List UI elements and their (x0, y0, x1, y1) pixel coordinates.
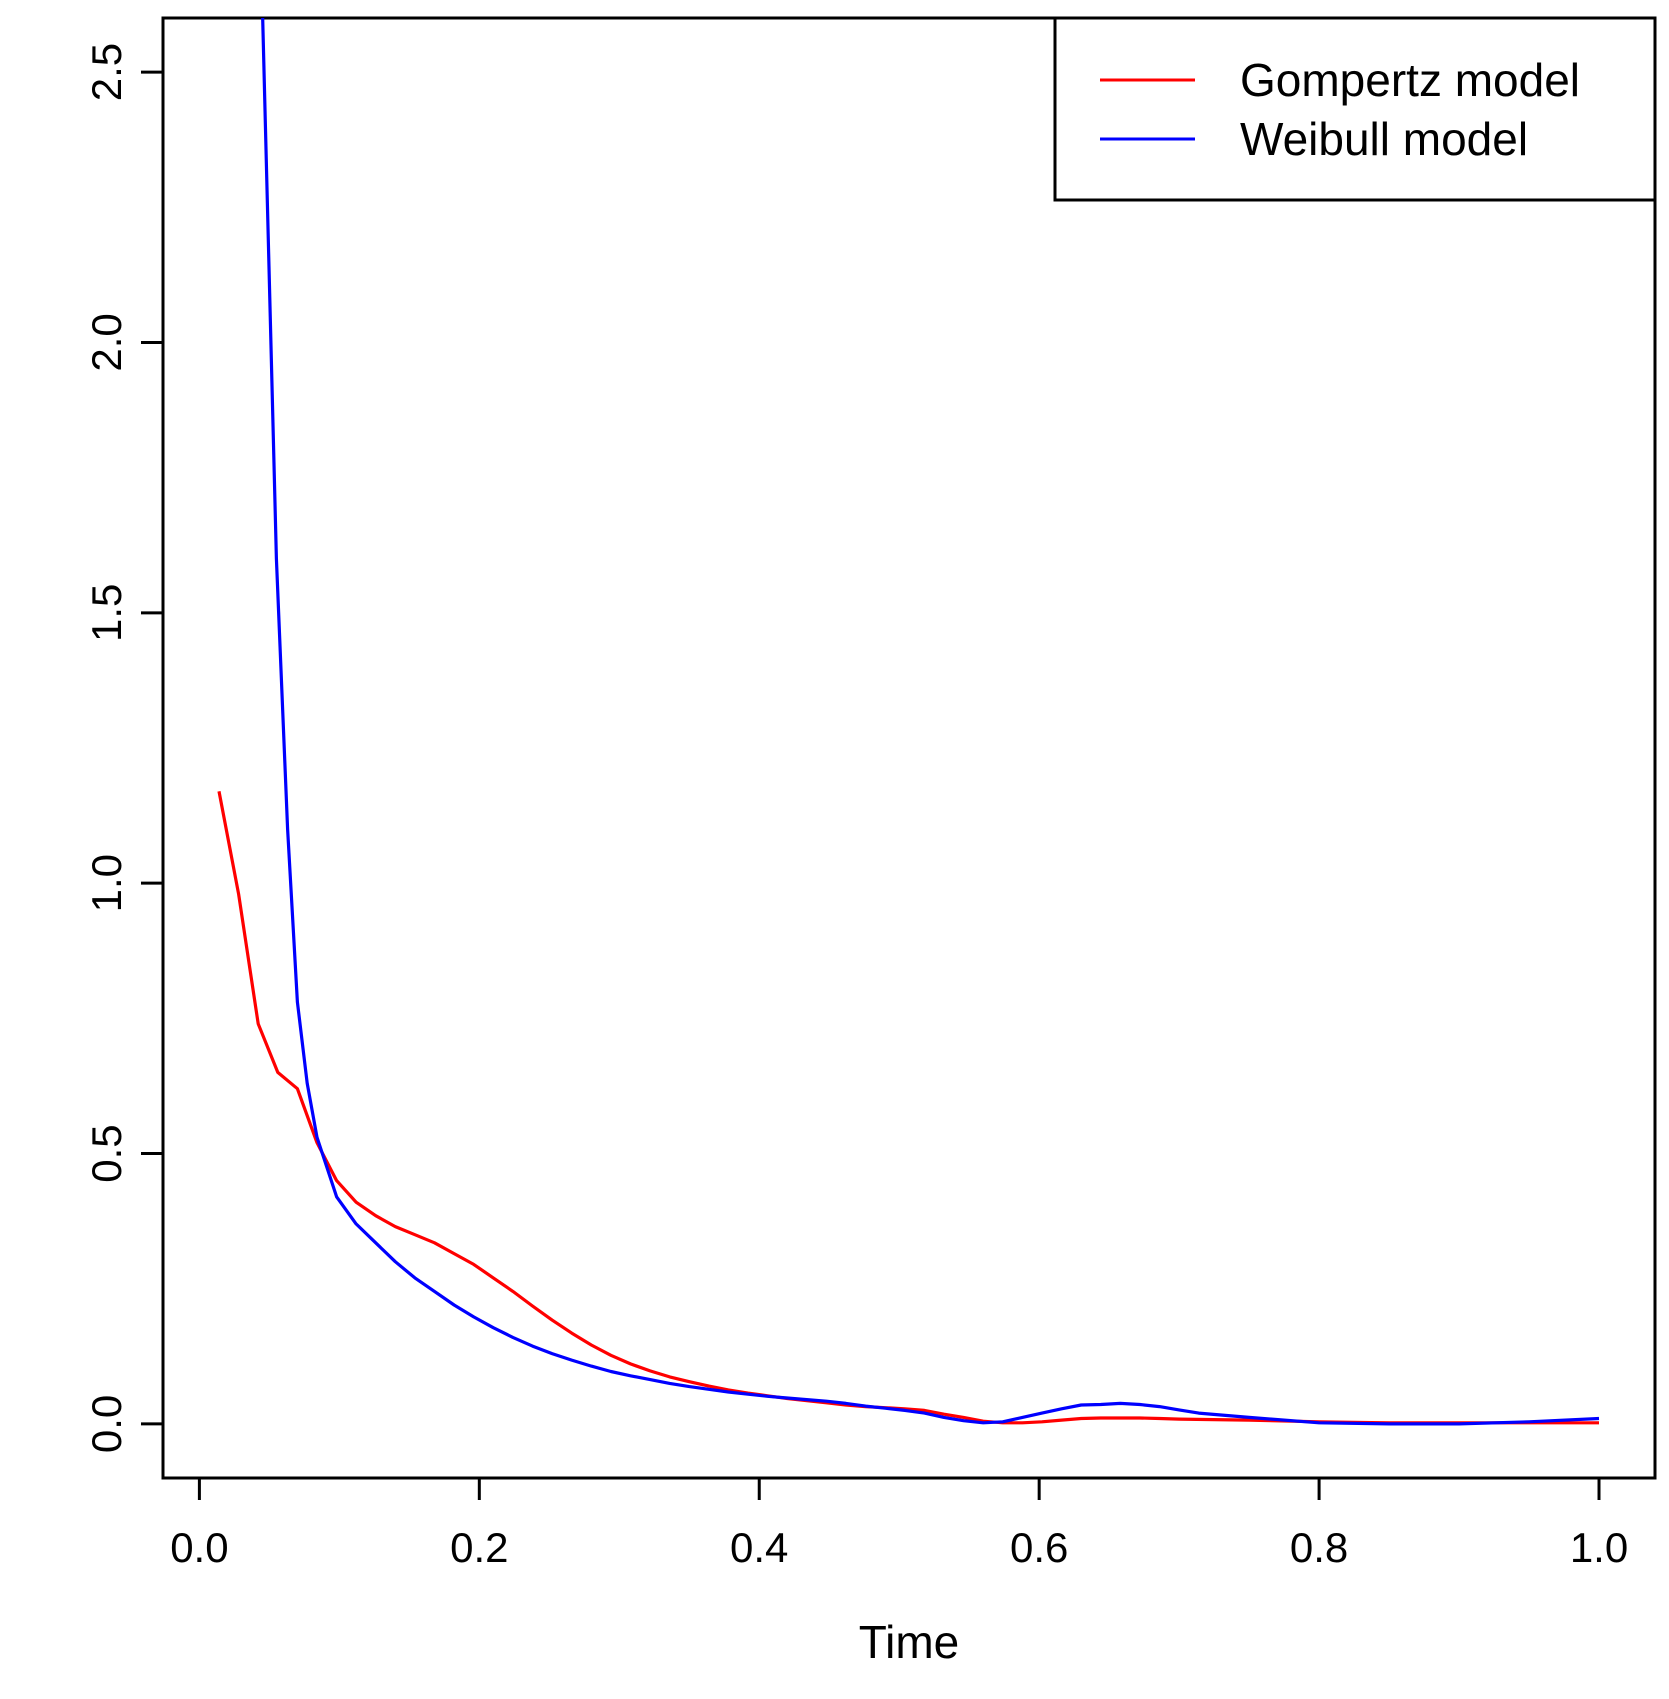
x-tick-label: 0.2 (450, 1524, 508, 1571)
plot-frame (161, 16, 1657, 1480)
x-tick-label: 0.0 (170, 1524, 228, 1571)
x-tick-label: 1.0 (1570, 1524, 1628, 1571)
x-tick-label: 0.6 (1010, 1524, 1068, 1571)
y-tick-label: 2.5 (83, 43, 130, 101)
series-line-weibull (261, 18, 1600, 1426)
legend-label-weibull: Weibull model (1240, 113, 1528, 165)
legend: Gompertz model Weibull model (1053, 16, 1657, 202)
x-tick-label: 0.8 (1290, 1524, 1348, 1571)
y-tick-label: 0.5 (83, 1124, 130, 1182)
x-axis-title: Time (859, 1616, 960, 1668)
series-layer (217, 18, 1600, 1426)
series-line-gompertz (217, 791, 1599, 1425)
x-tick-label: 0.4 (730, 1524, 788, 1571)
y-axis: 0.0 0.5 1.0 1.5 2.0 2.5 (83, 43, 165, 1453)
y-tick-label: 1.0 (83, 854, 130, 912)
y-tick-label: 1.5 (83, 584, 130, 642)
y-tick-label: 0.0 (83, 1395, 130, 1453)
x-axis: 0.0 0.2 0.4 0.6 0.8 1.0 (170, 1476, 1628, 1571)
legend-label-gompertz: Gompertz model (1240, 54, 1580, 106)
y-tick-label: 2.0 (83, 313, 130, 371)
legend-box (1053, 16, 1657, 202)
